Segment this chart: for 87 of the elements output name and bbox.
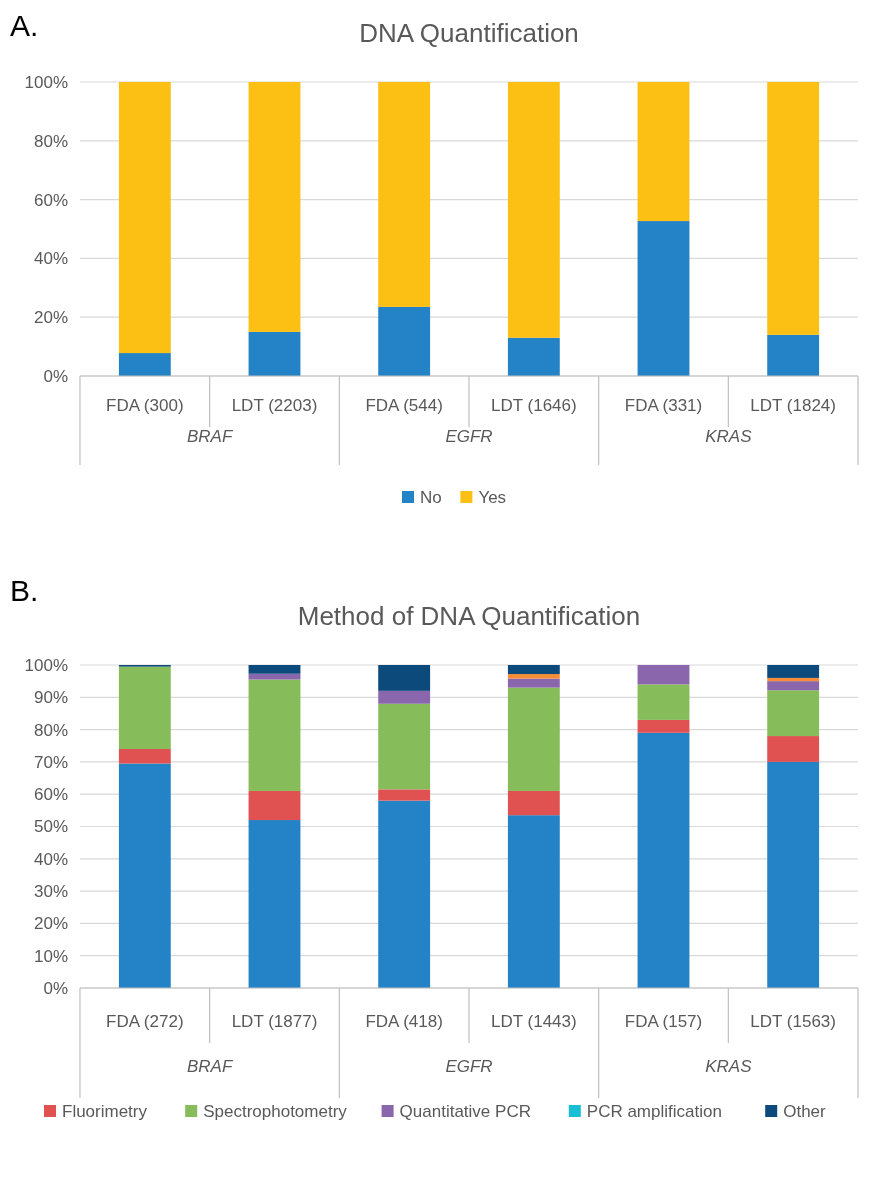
bar <box>118 763 171 988</box>
bar <box>637 719 690 733</box>
y-tick-label: 80% <box>33 720 68 740</box>
bar <box>118 353 171 376</box>
bar <box>767 761 820 988</box>
bar <box>767 665 820 678</box>
bar <box>637 82 690 222</box>
bar <box>767 334 820 376</box>
x-tick-label: FDA (272) <box>106 1011 184 1031</box>
bar <box>378 665 431 691</box>
legend-label: Fluorimetry <box>62 1101 148 1121</box>
bar <box>248 673 301 680</box>
text: BRAF <box>186 426 234 446</box>
bar <box>378 82 431 307</box>
bar <box>637 665 690 685</box>
text: EGFR <box>445 1056 493 1076</box>
bar <box>378 789 431 801</box>
bar <box>248 790 301 821</box>
bar <box>118 666 171 749</box>
x-tick-label: LDT (1563) <box>750 1011 837 1031</box>
x-tick-label: LDT (1646) <box>490 395 577 415</box>
bar <box>507 815 560 988</box>
bar <box>507 665 560 675</box>
legend-label: Other <box>783 1101 827 1121</box>
bar <box>378 800 431 988</box>
text: KRAS <box>705 1056 753 1076</box>
bar <box>637 684 690 720</box>
x-tick-label: FDA (300) <box>106 395 184 415</box>
x-tick-label: FDA (331) <box>624 395 703 415</box>
x-tick-label: LDT (1877) <box>231 1011 318 1031</box>
bar <box>767 677 820 682</box>
bar <box>767 681 820 691</box>
bar <box>507 687 560 791</box>
text: A. <box>10 8 39 42</box>
bar <box>378 306 431 376</box>
y-tick-label: 60% <box>33 190 68 210</box>
bar <box>248 679 301 791</box>
y-tick-label: 60% <box>33 785 68 805</box>
bar <box>507 674 560 679</box>
y-tick-label: 0% <box>43 366 68 386</box>
y-tick-label: 100% <box>24 655 68 675</box>
x-tick-label: FDA (157) <box>624 1011 703 1031</box>
bar <box>118 82 171 354</box>
bar <box>507 790 560 816</box>
x-tick-label: FDA (418) <box>365 1011 443 1031</box>
bar <box>507 82 560 338</box>
y-tick-label: 40% <box>33 849 68 869</box>
y-tick-label: 10% <box>33 946 68 966</box>
bar <box>507 678 560 688</box>
y-tick-label: 40% <box>33 249 68 269</box>
x-tick-label: FDA (544) <box>365 395 443 415</box>
legend-label: Yes <box>478 487 507 507</box>
text: EGFR <box>445 426 493 446</box>
legend-label: PCR amplification <box>586 1101 722 1121</box>
bar <box>248 331 301 376</box>
text: B. <box>10 573 39 607</box>
y-tick-label: 0% <box>43 978 68 998</box>
y-tick-label: 20% <box>33 308 68 328</box>
bar <box>507 337 560 376</box>
bar <box>637 221 690 376</box>
x-tick-label: LDT (2203) <box>231 395 318 415</box>
y-tick-label: 100% <box>24 72 68 92</box>
y-tick-label: 30% <box>33 882 68 902</box>
bar <box>378 703 431 790</box>
bar <box>767 690 820 737</box>
bar <box>248 82 301 332</box>
bar <box>118 748 171 764</box>
text: BRAF <box>186 1056 234 1076</box>
bar <box>767 736 820 762</box>
y-tick-label: 80% <box>33 131 68 151</box>
y-tick-label: 70% <box>33 752 68 772</box>
y-tick-label: 90% <box>33 688 68 708</box>
x-tick-label: LDT (1443) <box>490 1011 577 1031</box>
legend-label: No <box>420 487 442 507</box>
bar <box>378 690 431 704</box>
y-tick-label: 20% <box>33 914 68 934</box>
bar <box>248 665 301 674</box>
bar <box>637 732 690 988</box>
bar <box>767 82 820 335</box>
x-tick-label: LDT (1824) <box>750 395 837 415</box>
chart-title: DNA Quantification <box>359 18 579 49</box>
legend-label: Quantitative PCR <box>399 1101 531 1121</box>
bar <box>248 820 301 988</box>
text: KRAS <box>705 426 753 446</box>
legend-label: Spectrophotometry <box>203 1101 348 1121</box>
y-tick-label: 50% <box>33 817 68 837</box>
chart-title: Method of DNA Quantification <box>297 601 641 632</box>
